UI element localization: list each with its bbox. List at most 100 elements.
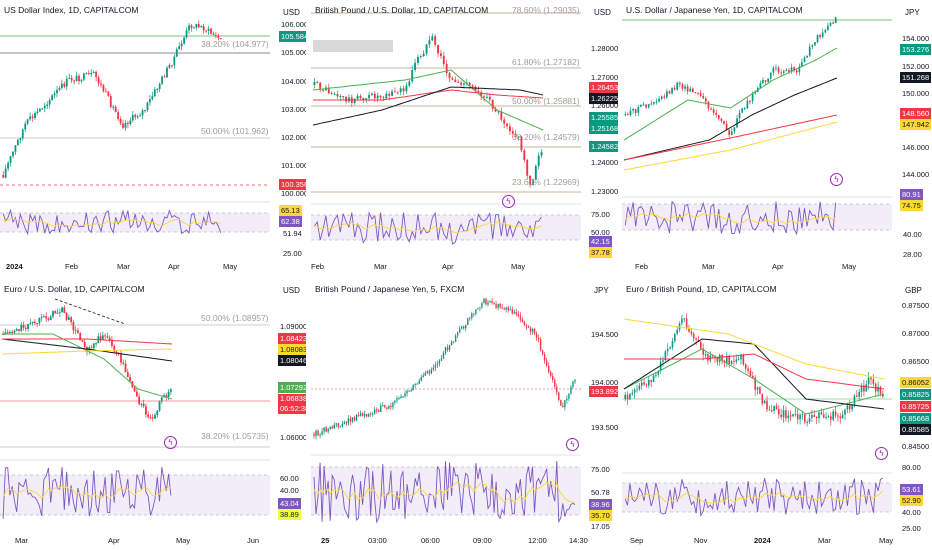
candle: [820, 412, 823, 415]
last-price-badge: 193.892: [589, 386, 618, 397]
time-tick: Apr: [168, 262, 180, 271]
chart-area-gbpjpy[interactable]: [311, 279, 618, 550]
chart-panel-dxy[interactable]: US Dollar Index, 1D, CAPITALCOM USD 106.…: [0, 0, 306, 275]
candle: [58, 312, 61, 314]
candle: [648, 379, 650, 386]
lightning-icon[interactable]: ϟ: [164, 436, 177, 449]
candle: [519, 315, 522, 320]
candle: [736, 118, 738, 128]
candle: [737, 359, 740, 361]
candle: [51, 95, 54, 101]
candle: [813, 415, 816, 417]
chart-area-dxy[interactable]: [0, 0, 306, 275]
chart-panel-eurusd[interactable]: Euro / U.S. Dollar, 1D, CAPITALCOM USD 5…: [0, 279, 306, 550]
candle: [715, 112, 718, 116]
candle: [347, 97, 350, 102]
candle: [414, 62, 417, 71]
candle: [497, 303, 499, 308]
candle: [65, 312, 68, 320]
price-tick: 144.000: [902, 170, 930, 179]
candle: [795, 70, 798, 73]
candle: [147, 414, 150, 418]
candle: [85, 73, 88, 75]
candle: [138, 396, 141, 405]
candle: [477, 308, 479, 310]
lightning-icon[interactable]: ϟ: [830, 173, 843, 186]
chart-panel-gbpusd[interactable]: British Pound / U.S. Dollar, 1D, CAPITAL…: [311, 0, 618, 275]
candle: [704, 98, 707, 102]
lightning-icon[interactable]: ϟ: [875, 447, 888, 460]
candle: [684, 86, 686, 89]
candle: [702, 348, 704, 355]
candle: [834, 17, 837, 24]
candle: [790, 67, 793, 72]
candle: [404, 393, 406, 397]
candle: [402, 396, 404, 398]
candle: [161, 76, 164, 84]
candle: [624, 114, 627, 116]
candle: [106, 336, 109, 338]
candle: [509, 309, 511, 311]
candle: [707, 354, 709, 361]
candle: [642, 104, 645, 106]
time-tick: 06:00: [421, 536, 440, 545]
candle: [422, 53, 425, 57]
candle: [801, 61, 803, 67]
chart-panel-gbpjpy[interactable]: British Pound / Japanese Yen, 5, FXCM JP…: [311, 279, 618, 550]
candle: [488, 96, 491, 100]
candle: [801, 414, 804, 416]
time-tick: Nov: [694, 536, 708, 545]
candle: [690, 331, 693, 334]
candle: [691, 88, 694, 93]
candle: [782, 410, 785, 418]
lightning-icon[interactable]: ϟ: [566, 438, 579, 451]
chart-area-usdjpy[interactable]: [622, 0, 932, 275]
candle: [834, 411, 837, 416]
time-tick: 03:00: [368, 536, 387, 545]
candle: [666, 91, 668, 98]
candle: [369, 413, 372, 415]
lightning-icon[interactable]: ϟ: [502, 195, 515, 208]
candle: [385, 93, 388, 99]
candle: [41, 108, 44, 110]
candle: [545, 360, 548, 366]
fib-label: 50.00% (1.25881): [512, 96, 580, 106]
candle: [507, 307, 509, 311]
candle: [759, 387, 761, 394]
last-price-badge: 0.85825: [900, 389, 932, 400]
chart-area-eurgbp[interactable]: [622, 279, 932, 550]
candle: [357, 415, 360, 417]
candle: [454, 79, 457, 83]
candle: [24, 327, 27, 329]
chart-panel-usdjpy[interactable]: U.S. Dollar / Japanese Yen, 1D, CAPITALC…: [622, 0, 932, 275]
moving-average-line: [2, 333, 173, 400]
candle: [780, 414, 782, 418]
candle: [570, 387, 572, 394]
chart-title: British Pound / Japanese Yen, 5, FXCM: [315, 284, 465, 294]
price-badge: 100.356: [279, 179, 306, 190]
candle: [117, 112, 120, 120]
candle: [685, 318, 688, 328]
chart-title: Euro / U.S. Dollar, 1D, CAPITALCOM: [4, 284, 145, 294]
candle: [669, 347, 671, 350]
candle: [335, 423, 337, 425]
candle: [207, 28, 210, 31]
candle: [650, 379, 652, 382]
candle: [122, 123, 124, 128]
candle: [448, 73, 451, 79]
candle: [780, 72, 783, 74]
candle: [749, 100, 751, 102]
candle: [46, 104, 49, 107]
candle: [637, 106, 640, 113]
time-tick: May: [511, 262, 526, 271]
candle: [841, 414, 844, 419]
chart-panel-eurgbp[interactable]: Euro / British Pound, 1D, CAPITALCOM GBP…: [622, 279, 932, 550]
candle: [704, 354, 707, 356]
candle: [63, 83, 66, 87]
chart-area-gbpusd[interactable]: [311, 0, 618, 275]
candle: [552, 375, 554, 380]
candle: [24, 123, 27, 130]
candle: [673, 88, 676, 90]
price-tick: 194.000: [591, 378, 618, 387]
chart-area-eurusd[interactable]: [0, 279, 306, 550]
